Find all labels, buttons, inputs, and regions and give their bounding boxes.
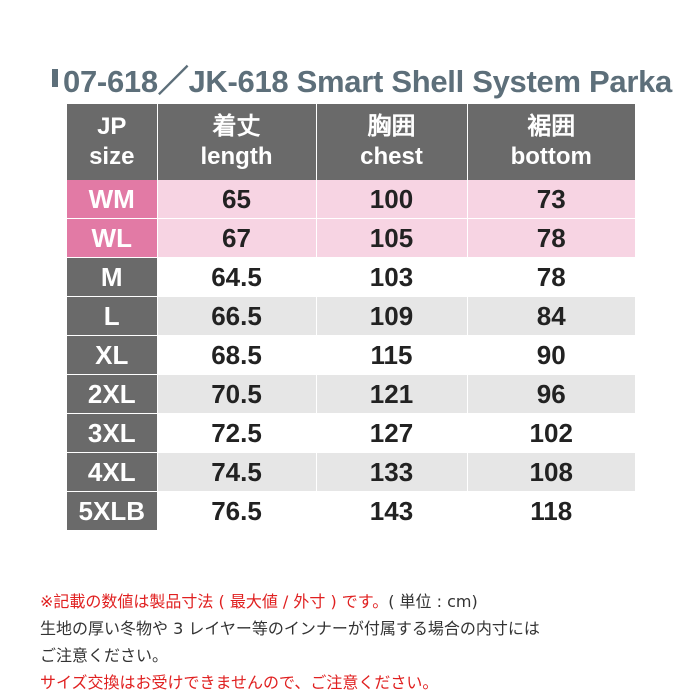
column-header-chest: 胸囲 chest — [315, 104, 467, 180]
table-row: 5XLB 76.5 143 118 — [67, 491, 635, 531]
size-cell: WL — [67, 218, 157, 258]
table-row: WM 65 100 73 — [67, 180, 635, 219]
chest-cell: 121 — [315, 374, 467, 414]
size-cell: M — [67, 257, 157, 297]
table-row: 3XL 72.5 127 102 — [67, 413, 635, 453]
chest-cell: 133 — [315, 452, 467, 492]
table-row: XL 68.5 115 90 — [67, 335, 635, 375]
page-title: 07-618／JK-618 Smart Shell System Parka — [52, 58, 672, 99]
note-measurement-warning: ※記載の数値は製品寸法 ( 最大値 / 外寸 ) です。 — [40, 592, 389, 611]
column-header-length: 着丈 length — [156, 104, 316, 180]
bottom-cell: 90 — [466, 335, 635, 375]
length-cell: 76.5 — [156, 491, 316, 531]
chest-cell: 115 — [315, 335, 467, 375]
chest-cell: 103 — [315, 257, 467, 297]
note-exchange-warning: サイズ交換はお受けできませんので、ご注意ください。 — [40, 673, 439, 692]
length-cell: 68.5 — [156, 335, 316, 375]
length-cell: 64.5 — [156, 257, 316, 297]
chest-cell: 105 — [315, 218, 467, 258]
bottom-cell: 118 — [466, 491, 635, 531]
bottom-cell: 102 — [466, 413, 635, 453]
bottom-cell: 96 — [466, 374, 635, 414]
column-header-en: chest — [360, 143, 423, 170]
note-unit: ( 単位 : cm) — [388, 592, 478, 611]
note-line-3: ご注意ください。 — [40, 646, 169, 665]
length-cell: 67 — [156, 218, 316, 258]
table-row: 4XL 74.5 133 108 — [67, 452, 635, 492]
table-row: L 66.5 109 84 — [67, 296, 635, 336]
size-cell: 2XL — [67, 374, 157, 414]
column-header-jp: 着丈 — [212, 113, 261, 140]
length-cell: 65 — [156, 180, 316, 219]
length-cell: 74.5 — [156, 452, 316, 492]
table-row: 2XL 70.5 121 96 — [67, 374, 635, 414]
bottom-cell: 78 — [466, 218, 635, 258]
column-header-jp: 裾囲 — [527, 113, 576, 140]
length-cell: 72.5 — [156, 413, 316, 453]
chest-cell: 100 — [315, 180, 467, 219]
note-line-2: 生地の厚い冬物や 3 レイヤー等のインナーが付属する場合の内寸には — [40, 619, 540, 638]
bottom-cell: 84 — [466, 296, 635, 336]
bottom-cell: 78 — [466, 257, 635, 297]
note-line-1: ※記載の数値は製品寸法 ( 最大値 / 外寸 ) です。( 単位 : cm) — [40, 588, 680, 615]
column-header-en: bottom — [510, 143, 592, 170]
size-cell: 4XL — [67, 452, 157, 492]
size-cell: 3XL — [67, 413, 157, 453]
bottom-cell: 73 — [466, 180, 635, 219]
column-header-jp: JP — [97, 113, 127, 140]
table-row: M 64.5 103 78 — [67, 257, 635, 297]
chest-cell: 143 — [315, 491, 467, 531]
length-cell: 70.5 — [156, 374, 316, 414]
notes: ※記載の数値は製品寸法 ( 最大値 / 外寸 ) です。( 単位 : cm) 生… — [40, 588, 680, 696]
length-cell: 66.5 — [156, 296, 316, 336]
column-header-en: length — [200, 143, 273, 170]
bottom-cell: 108 — [466, 452, 635, 492]
size-cell: XL — [67, 335, 157, 375]
chest-cell: 127 — [315, 413, 467, 453]
size-cell: 5XLB — [67, 491, 157, 531]
size-cell: L — [67, 296, 157, 336]
column-header-en: size — [89, 143, 135, 170]
table-header-row: JP size 着丈 length 胸囲 chest 裾囲 bottom — [67, 104, 635, 180]
table-body: WM 65 100 73 WL 67 105 78 M 64.5 103 78 … — [67, 180, 635, 531]
chest-cell: 109 — [315, 296, 467, 336]
table-row: WL 67 105 78 — [67, 218, 635, 258]
column-header-bottom: 裾囲 bottom — [466, 104, 635, 180]
column-header-size: JP size — [67, 104, 157, 180]
size-cell: WM — [67, 180, 157, 219]
title-text: 07-618／JK-618 Smart Shell System Parka — [63, 63, 672, 99]
size-table: JP size 着丈 length 胸囲 chest 裾囲 bottom WM … — [67, 104, 635, 531]
column-header-jp: 胸囲 — [367, 113, 416, 140]
square-bullet-icon — [52, 69, 59, 87]
